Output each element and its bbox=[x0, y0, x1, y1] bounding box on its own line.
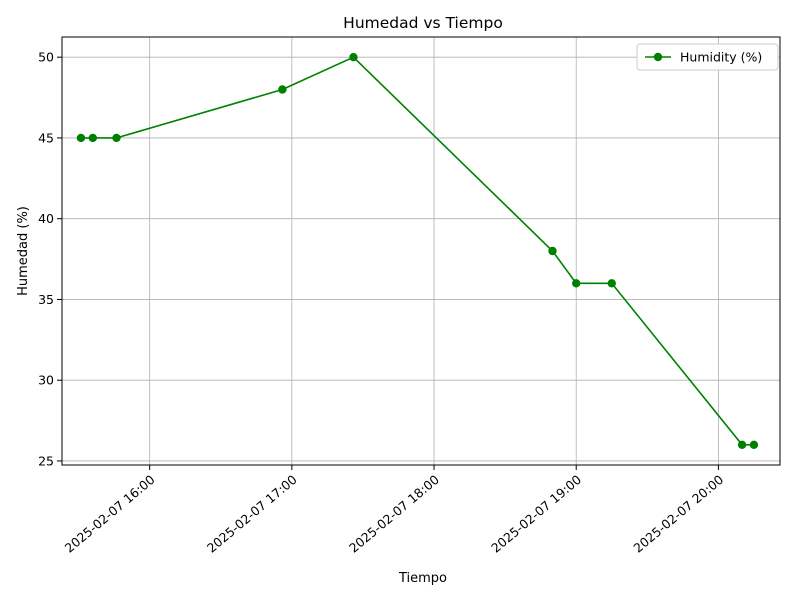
data-point bbox=[112, 133, 121, 143]
x-axis-ticks: 2025-02-07 16:00 2025-02-07 17:00 2025-02-… bbox=[62, 465, 726, 556]
y-tick-label: 45 bbox=[38, 130, 54, 145]
x-axis-label: Tiempo bbox=[398, 571, 447, 586]
x-tick-label: 2025-02-07 16:00 bbox=[62, 472, 158, 556]
x-tick-label: 2025-02-07 20:00 bbox=[630, 472, 726, 556]
y-axis-ticks: 25 30 35 40 45 50 bbox=[38, 50, 62, 468]
data-point bbox=[76, 133, 86, 143]
data-point bbox=[607, 279, 616, 288]
legend-marker bbox=[653, 52, 663, 62]
plot-frame bbox=[61, 36, 781, 466]
y-tick-label: 30 bbox=[38, 373, 54, 388]
legend-label: Humidity (%) bbox=[680, 50, 762, 65]
x-tick-label: 2025-02-07 17:00 bbox=[204, 472, 300, 556]
x-tick-label: 2025-02-07 18:00 bbox=[346, 472, 442, 556]
x-tick-label: 2025-02-07 19:00 bbox=[488, 472, 584, 556]
data-point bbox=[749, 440, 759, 450]
data-point bbox=[737, 440, 747, 450]
data-point bbox=[548, 246, 557, 256]
y-tick-label: 35 bbox=[38, 292, 54, 307]
y-tick-label: 50 bbox=[38, 50, 54, 65]
y-axis-label: Humedad (%) bbox=[16, 206, 31, 296]
series-line bbox=[80, 56, 754, 446]
data-point bbox=[88, 133, 98, 143]
chart-title: Humedad vs Tiempo bbox=[343, 14, 503, 32]
data-point bbox=[278, 85, 287, 94]
y-tick-label: 25 bbox=[38, 453, 54, 468]
legend-box bbox=[636, 43, 779, 71]
grid bbox=[62, 37, 780, 465]
series-group bbox=[76, 52, 759, 450]
legend: Humidity (%) bbox=[636, 43, 779, 71]
data-point bbox=[572, 279, 581, 288]
data-point bbox=[349, 52, 358, 62]
y-tick-label: 40 bbox=[38, 211, 54, 226]
